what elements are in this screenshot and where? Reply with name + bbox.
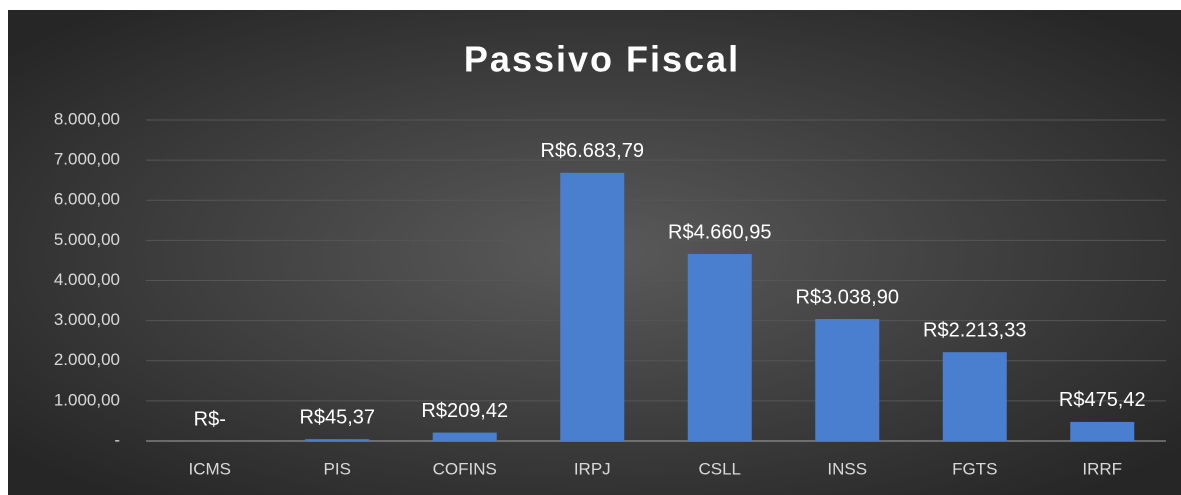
data-label: R$45,37 xyxy=(299,406,375,428)
y-tick-label: 4.000,00 xyxy=(54,270,120,289)
x-tick-label: PIS xyxy=(324,459,351,478)
y-tick-label: 3.000,00 xyxy=(54,310,120,329)
data-label: R$- xyxy=(194,408,226,430)
data-label: R$4.660,95 xyxy=(668,221,771,243)
y-tick-label: 8.000,00 xyxy=(54,109,120,128)
x-tick-label: COFINS xyxy=(433,459,497,478)
bar xyxy=(305,439,370,441)
y-tick-label: 5.000,00 xyxy=(54,230,120,249)
x-tick-label: FGTS xyxy=(952,459,997,478)
x-tick-label: IRRF xyxy=(1082,459,1122,478)
bar xyxy=(432,432,497,441)
data-label: R$6.683,79 xyxy=(541,140,644,162)
bar xyxy=(815,319,880,441)
data-label: R$2.213,33 xyxy=(923,319,1026,341)
chart-title: Passivo Fiscal xyxy=(464,39,740,80)
x-tick-label: IRPJ xyxy=(574,459,611,478)
x-tick-label: ICMS xyxy=(189,459,232,478)
x-tick-label: INSS xyxy=(827,459,867,478)
bar xyxy=(560,172,625,441)
data-label: R$209,42 xyxy=(421,400,508,422)
y-tick-label: 6.000,00 xyxy=(54,190,120,209)
y-tick-label: 7.000,00 xyxy=(54,150,120,169)
x-tick-label: CSLL xyxy=(698,459,741,478)
y-tick-label: - xyxy=(114,430,120,449)
y-tick-label: 2.000,00 xyxy=(54,350,120,369)
bar xyxy=(942,352,1007,441)
data-label: R$475,42 xyxy=(1059,389,1146,411)
y-tick-label: 1.000,00 xyxy=(54,390,120,409)
bar xyxy=(687,253,752,441)
data-label: R$3.038,90 xyxy=(796,286,899,308)
bar xyxy=(1070,421,1135,441)
